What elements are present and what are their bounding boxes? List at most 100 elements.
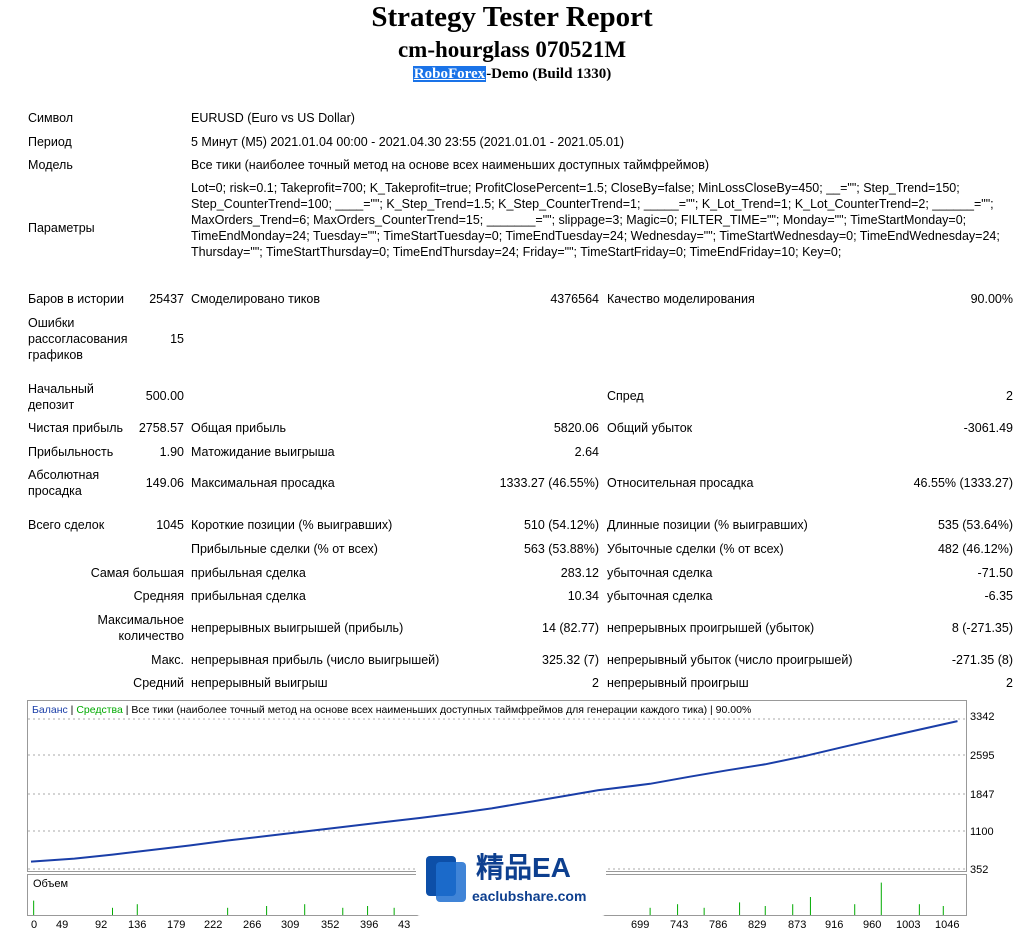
spread-label: Спред: [607, 389, 644, 403]
profit-trades-value: 563 (53.88%): [523, 542, 599, 556]
x-tick-label: 49: [56, 919, 69, 931]
watermark-title: 精品EA: [476, 852, 571, 883]
x-tick-label: 92: [95, 919, 108, 931]
ticks-label: Смоделировано тиков: [191, 292, 320, 306]
x-tick-label: 1046: [935, 919, 960, 931]
average-loss-value: -6.35: [984, 589, 1014, 603]
legend-sep: |: [67, 704, 77, 716]
eaclub-logo-icon: [426, 856, 466, 902]
max-losses-value: 8 (-271.35): [951, 621, 1013, 635]
profit-factor-label: Прибыльность: [28, 445, 114, 459]
y-tick-label: 3342: [970, 711, 995, 723]
average-label: Средняя: [133, 589, 184, 603]
loss-trades-value: 482 (46.12%): [937, 542, 1013, 556]
errors-label: Ошибки рассогласования графиков: [28, 316, 128, 362]
x-tick-label: 222: [204, 919, 223, 931]
bars-value: 25437: [149, 292, 184, 306]
max-wins-value: 14 (82.77): [542, 621, 599, 635]
max-drawdown-value: 1333.27 (46.55%): [499, 476, 599, 490]
average-profit-label: прибыльная сделка: [191, 589, 306, 603]
x-tick-label: 873: [788, 919, 807, 931]
largest-profit-label: прибыльная сделка: [191, 566, 306, 580]
params-value: Lot=0; risk=0.1; Takeprofit=700; K_Takep…: [191, 181, 1000, 259]
x-tick-label: 352: [321, 919, 340, 931]
average-profit-value: 10.34: [567, 589, 599, 603]
maxc-loss-value: -271.35 (8): [951, 653, 1013, 667]
balance-chart-svg: [28, 718, 966, 870]
x-tick-label: 0: [31, 919, 38, 931]
rel-drawdown-value: 46.55% (1333.27): [913, 476, 1013, 490]
max-wins-label: непрерывных выигрышей (прибыль): [191, 621, 404, 635]
max-consecutive-label: Максимальное количество: [97, 613, 184, 643]
net-profit-label: Чистая прибыль: [28, 421, 123, 435]
max-losses-label: непрерывных проигрышей (убыток): [607, 621, 815, 635]
avgc-win-value: 2: [592, 676, 599, 690]
legend-equity: Средства: [76, 704, 123, 716]
broker-link[interactable]: RoboForex: [412, 66, 487, 82]
x-tick-label: 1003: [896, 919, 921, 931]
largest-label: Самая большая: [90, 566, 184, 580]
x-tick-label: 266: [243, 919, 262, 931]
gross-loss-value: -3061.49: [963, 421, 1013, 435]
x-tick-label: 916: [825, 919, 844, 931]
rel-drawdown-label: Относительная просадка: [607, 476, 754, 490]
balance-series-line: [30, 720, 958, 863]
report-title: Strategy Tester Report: [371, 1, 653, 33]
average-loss-label: убыточная сделка: [607, 589, 713, 603]
profit-factor-value: 1.90: [159, 445, 184, 459]
maxc-label: Макс.: [151, 653, 184, 667]
watermark: 精品EA eaclubshare.com: [416, 838, 606, 916]
abs-drawdown-label: Абсолютная просадка: [28, 468, 100, 498]
x-tick-label: 136: [128, 919, 147, 931]
quality-label: Качество моделирования: [607, 292, 755, 306]
short-positions-label: Короткие позиции (% выигравших): [191, 518, 393, 532]
x-tick-label: 179: [167, 919, 186, 931]
legend-rest: | Все тики (наиболее точный метод на осн…: [122, 704, 752, 716]
x-tick-label: 786: [709, 919, 728, 931]
loss-trades-label: Убыточные сделки (% от всех): [607, 542, 784, 556]
legend-balance: Баланс: [32, 704, 68, 716]
long-positions-label: Длинные позиции (% выигравших): [607, 518, 808, 532]
largest-loss-value: -71.50: [977, 566, 1013, 580]
volume-chart-svg: [33, 882, 944, 915]
ticks-value: 4376564: [550, 292, 599, 306]
expected-payoff-value: 2.64: [574, 445, 599, 459]
chart-legend: Баланс | Средства | Все тики (наиболее т…: [32, 703, 752, 717]
model-label: Модель: [28, 158, 73, 172]
max-drawdown-label: Максимальная просадка: [191, 476, 335, 490]
maxc-profit-label: непрерывная прибыль (число выигрышей): [191, 653, 440, 667]
x-tick-label: 743: [670, 919, 689, 931]
errors-value: 15: [170, 332, 184, 346]
quality-value: 90.00%: [970, 292, 1013, 306]
watermark-url: eaclubshare.com: [472, 888, 587, 904]
abs-drawdown-value: 149.06: [145, 476, 184, 490]
long-positions-value: 535 (53.64%): [937, 518, 1013, 532]
net-profit-value: 2758.57: [138, 421, 184, 435]
x-tick-label: 960: [863, 919, 882, 931]
avgc-loss-value: 2: [1006, 676, 1013, 690]
largest-profit-value: 283.12: [560, 566, 599, 580]
avgc-loss-label: непрерывный проигрыш: [607, 676, 749, 690]
y-tick-label: 2595: [970, 750, 995, 762]
deposit-label: Начальный депозит: [28, 382, 94, 412]
avgc-label: Средний: [133, 676, 184, 690]
total-trades-value: 1045: [156, 518, 184, 532]
maxc-profit-value: 325.32 (7): [542, 653, 599, 667]
symbol-label: Символ: [28, 111, 74, 125]
symbol-value: EURUSD (Euro vs US Dollar): [191, 111, 355, 125]
volume-label: Объем: [33, 878, 69, 890]
broker-line: RoboForex-Demo (Build 1330): [0, 64, 1024, 84]
x-tick-label: 43: [398, 919, 411, 931]
profit-trades-label: Прибыльные сделки (% от всех): [191, 542, 378, 556]
period-value: 5 Минут (M5) 2021.01.04 00:00 - 2021.04.…: [191, 135, 625, 149]
avgc-win-label: непрерывный выигрыш: [191, 676, 328, 690]
y-tick-label: 1847: [970, 789, 995, 801]
x-tick-label: 699: [631, 919, 650, 931]
model-value: Все тики (наиболее точный метод на основ…: [191, 158, 710, 172]
bars-label: Баров в истории: [28, 292, 124, 306]
gross-loss-label: Общий убыток: [607, 421, 693, 435]
maxc-loss-label: непрерывный убыток (число проигрышей): [607, 653, 853, 667]
y-tick-label: 1100: [970, 826, 994, 838]
gross-profit-value: 5820.06: [553, 421, 599, 435]
y-tick-label: 352: [970, 864, 989, 876]
